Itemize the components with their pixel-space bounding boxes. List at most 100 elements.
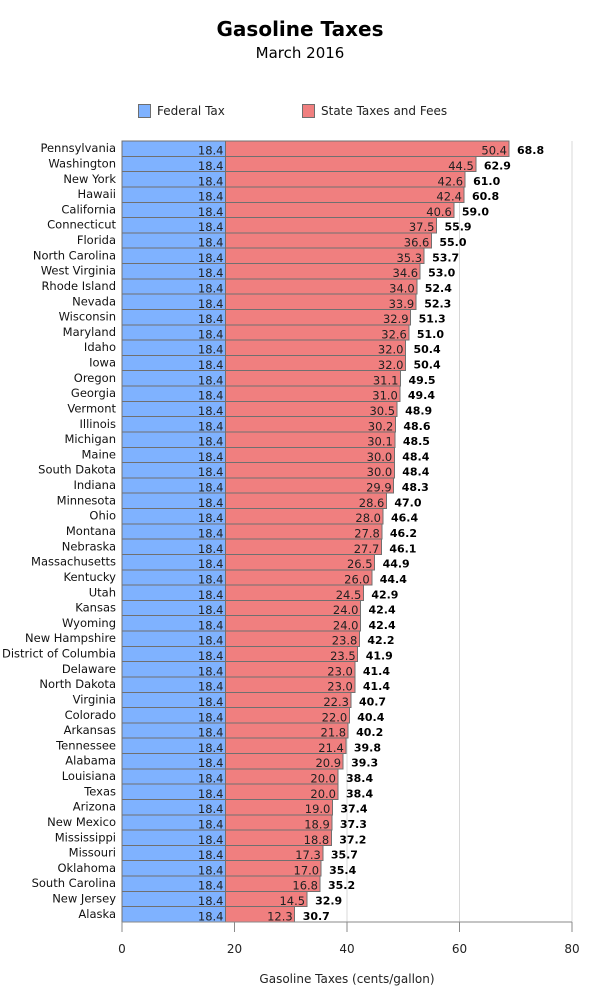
total-label: 38.4 [346, 787, 373, 800]
category-label: Alaska [78, 907, 116, 921]
category-label: Wisconsin [59, 310, 116, 324]
total-label: 42.4 [369, 619, 396, 632]
total-label: 38.4 [346, 772, 373, 785]
data-label-federal: 18.4 [198, 726, 224, 740]
data-label-state: 42.4 [436, 190, 462, 204]
data-label-federal: 18.4 [198, 695, 224, 709]
total-label: 55.9 [444, 221, 471, 234]
data-label-state: 17.0 [294, 863, 320, 877]
data-label-federal: 18.4 [198, 358, 224, 372]
data-label-state: 14.5 [279, 894, 305, 908]
total-label: 50.4 [414, 343, 441, 356]
category-label: Georgia [71, 386, 116, 400]
data-label-federal: 18.4 [198, 481, 224, 495]
data-label-federal: 18.4 [198, 787, 224, 801]
data-label-state: 30.0 [367, 465, 393, 479]
total-label: 42.2 [367, 634, 394, 647]
category-label: California [61, 202, 116, 216]
data-label-state: 26.0 [344, 572, 370, 586]
data-label-state: 22.0 [322, 710, 348, 724]
data-label-federal: 18.4 [198, 894, 224, 908]
total-label: 42.9 [371, 588, 398, 601]
data-label-state: 31.0 [372, 389, 398, 403]
data-label-federal: 18.4 [198, 266, 224, 280]
data-label-state: 30.0 [367, 450, 393, 464]
data-label-state: 21.4 [318, 741, 344, 755]
legend-label-state: State Taxes and Fees [321, 104, 448, 118]
data-label-state: 20.0 [310, 772, 336, 786]
total-label: 35.4 [329, 864, 356, 877]
data-label-state: 16.8 [292, 879, 318, 893]
total-label: 48.6 [403, 420, 430, 433]
bar-state-0 [225, 140, 510, 157]
category-label: Virginia [73, 692, 116, 706]
category-label: Maine [81, 447, 116, 461]
data-label-federal: 18.4 [198, 144, 224, 158]
category-label: Texas [83, 784, 116, 798]
total-label: 42.4 [369, 604, 396, 617]
data-label-state: 20.9 [315, 756, 341, 770]
legend-swatch-state [302, 104, 315, 118]
chart-subtitle: March 2016 [255, 44, 345, 62]
total-label: 39.8 [354, 741, 381, 754]
category-label: Rhode Island [41, 279, 116, 293]
category-label: Delaware [62, 662, 116, 676]
total-label: 37.3 [340, 818, 367, 831]
total-label: 61.0 [473, 175, 500, 188]
bar-state-3 [225, 186, 465, 203]
total-label: 41.4 [363, 680, 390, 693]
category-label: West Virginia [41, 264, 116, 278]
data-label-federal: 18.4 [198, 297, 224, 311]
data-label-state: 28.6 [359, 496, 385, 510]
total-label: 40.2 [356, 726, 383, 739]
data-label-federal: 18.4 [198, 710, 224, 724]
data-label-state: 33.9 [389, 297, 415, 311]
total-label: 32.9 [315, 895, 342, 908]
data-label-state: 17.3 [295, 848, 321, 862]
bar-state-5 [225, 217, 437, 234]
total-label: 53.7 [432, 251, 459, 264]
total-label: 52.3 [424, 297, 451, 310]
total-label: 52.4 [425, 282, 452, 295]
data-label-federal: 18.4 [198, 327, 224, 341]
data-label-federal: 18.4 [198, 772, 224, 786]
data-label-federal: 18.4 [198, 190, 224, 204]
data-label-federal: 18.4 [198, 588, 224, 602]
total-label: 48.9 [405, 404, 432, 417]
category-label: New Jersey [52, 892, 116, 906]
category-label: Minnesota [57, 493, 116, 507]
category-label: Wyoming [62, 616, 116, 630]
data-label-federal: 18.4 [198, 251, 224, 265]
total-label: 49.4 [408, 389, 435, 402]
category-label: North Dakota [39, 677, 116, 691]
category-label: Kansas [75, 601, 116, 615]
category-label: Massachusetts [31, 555, 116, 569]
bar-state-2 [225, 171, 466, 188]
category-label: Vermont [67, 401, 116, 415]
category-label: Illinois [80, 417, 117, 431]
category-label: Pennsylvania [40, 141, 116, 155]
bar-state-7 [225, 247, 425, 265]
total-label: 51.3 [419, 313, 446, 326]
category-label: Kentucky [63, 570, 116, 584]
total-label: 40.7 [359, 695, 386, 708]
category-label: Oregon [74, 371, 116, 385]
data-label-state: 24.0 [333, 618, 359, 632]
total-label: 50.4 [414, 359, 441, 372]
category-label: Iowa [89, 356, 116, 370]
total-label: 53.0 [428, 267, 455, 280]
category-label: Washington [48, 156, 116, 170]
x-tick-label: 0 [118, 942, 126, 956]
data-label-state: 31.1 [373, 373, 399, 387]
data-label-state: 21.8 [321, 726, 347, 740]
category-label: Missouri [69, 846, 116, 860]
legend-label-federal: Federal Tax [157, 104, 225, 118]
total-label: 47.0 [394, 496, 421, 509]
x-axis-label: Gasoline Taxes (cents/gallon) [259, 972, 435, 986]
category-label: North Carolina [33, 248, 116, 262]
data-label-federal: 18.4 [198, 542, 224, 556]
data-label-federal: 18.4 [198, 450, 224, 464]
data-label-state: 29.9 [366, 481, 392, 495]
data-label-federal: 18.4 [198, 205, 224, 219]
